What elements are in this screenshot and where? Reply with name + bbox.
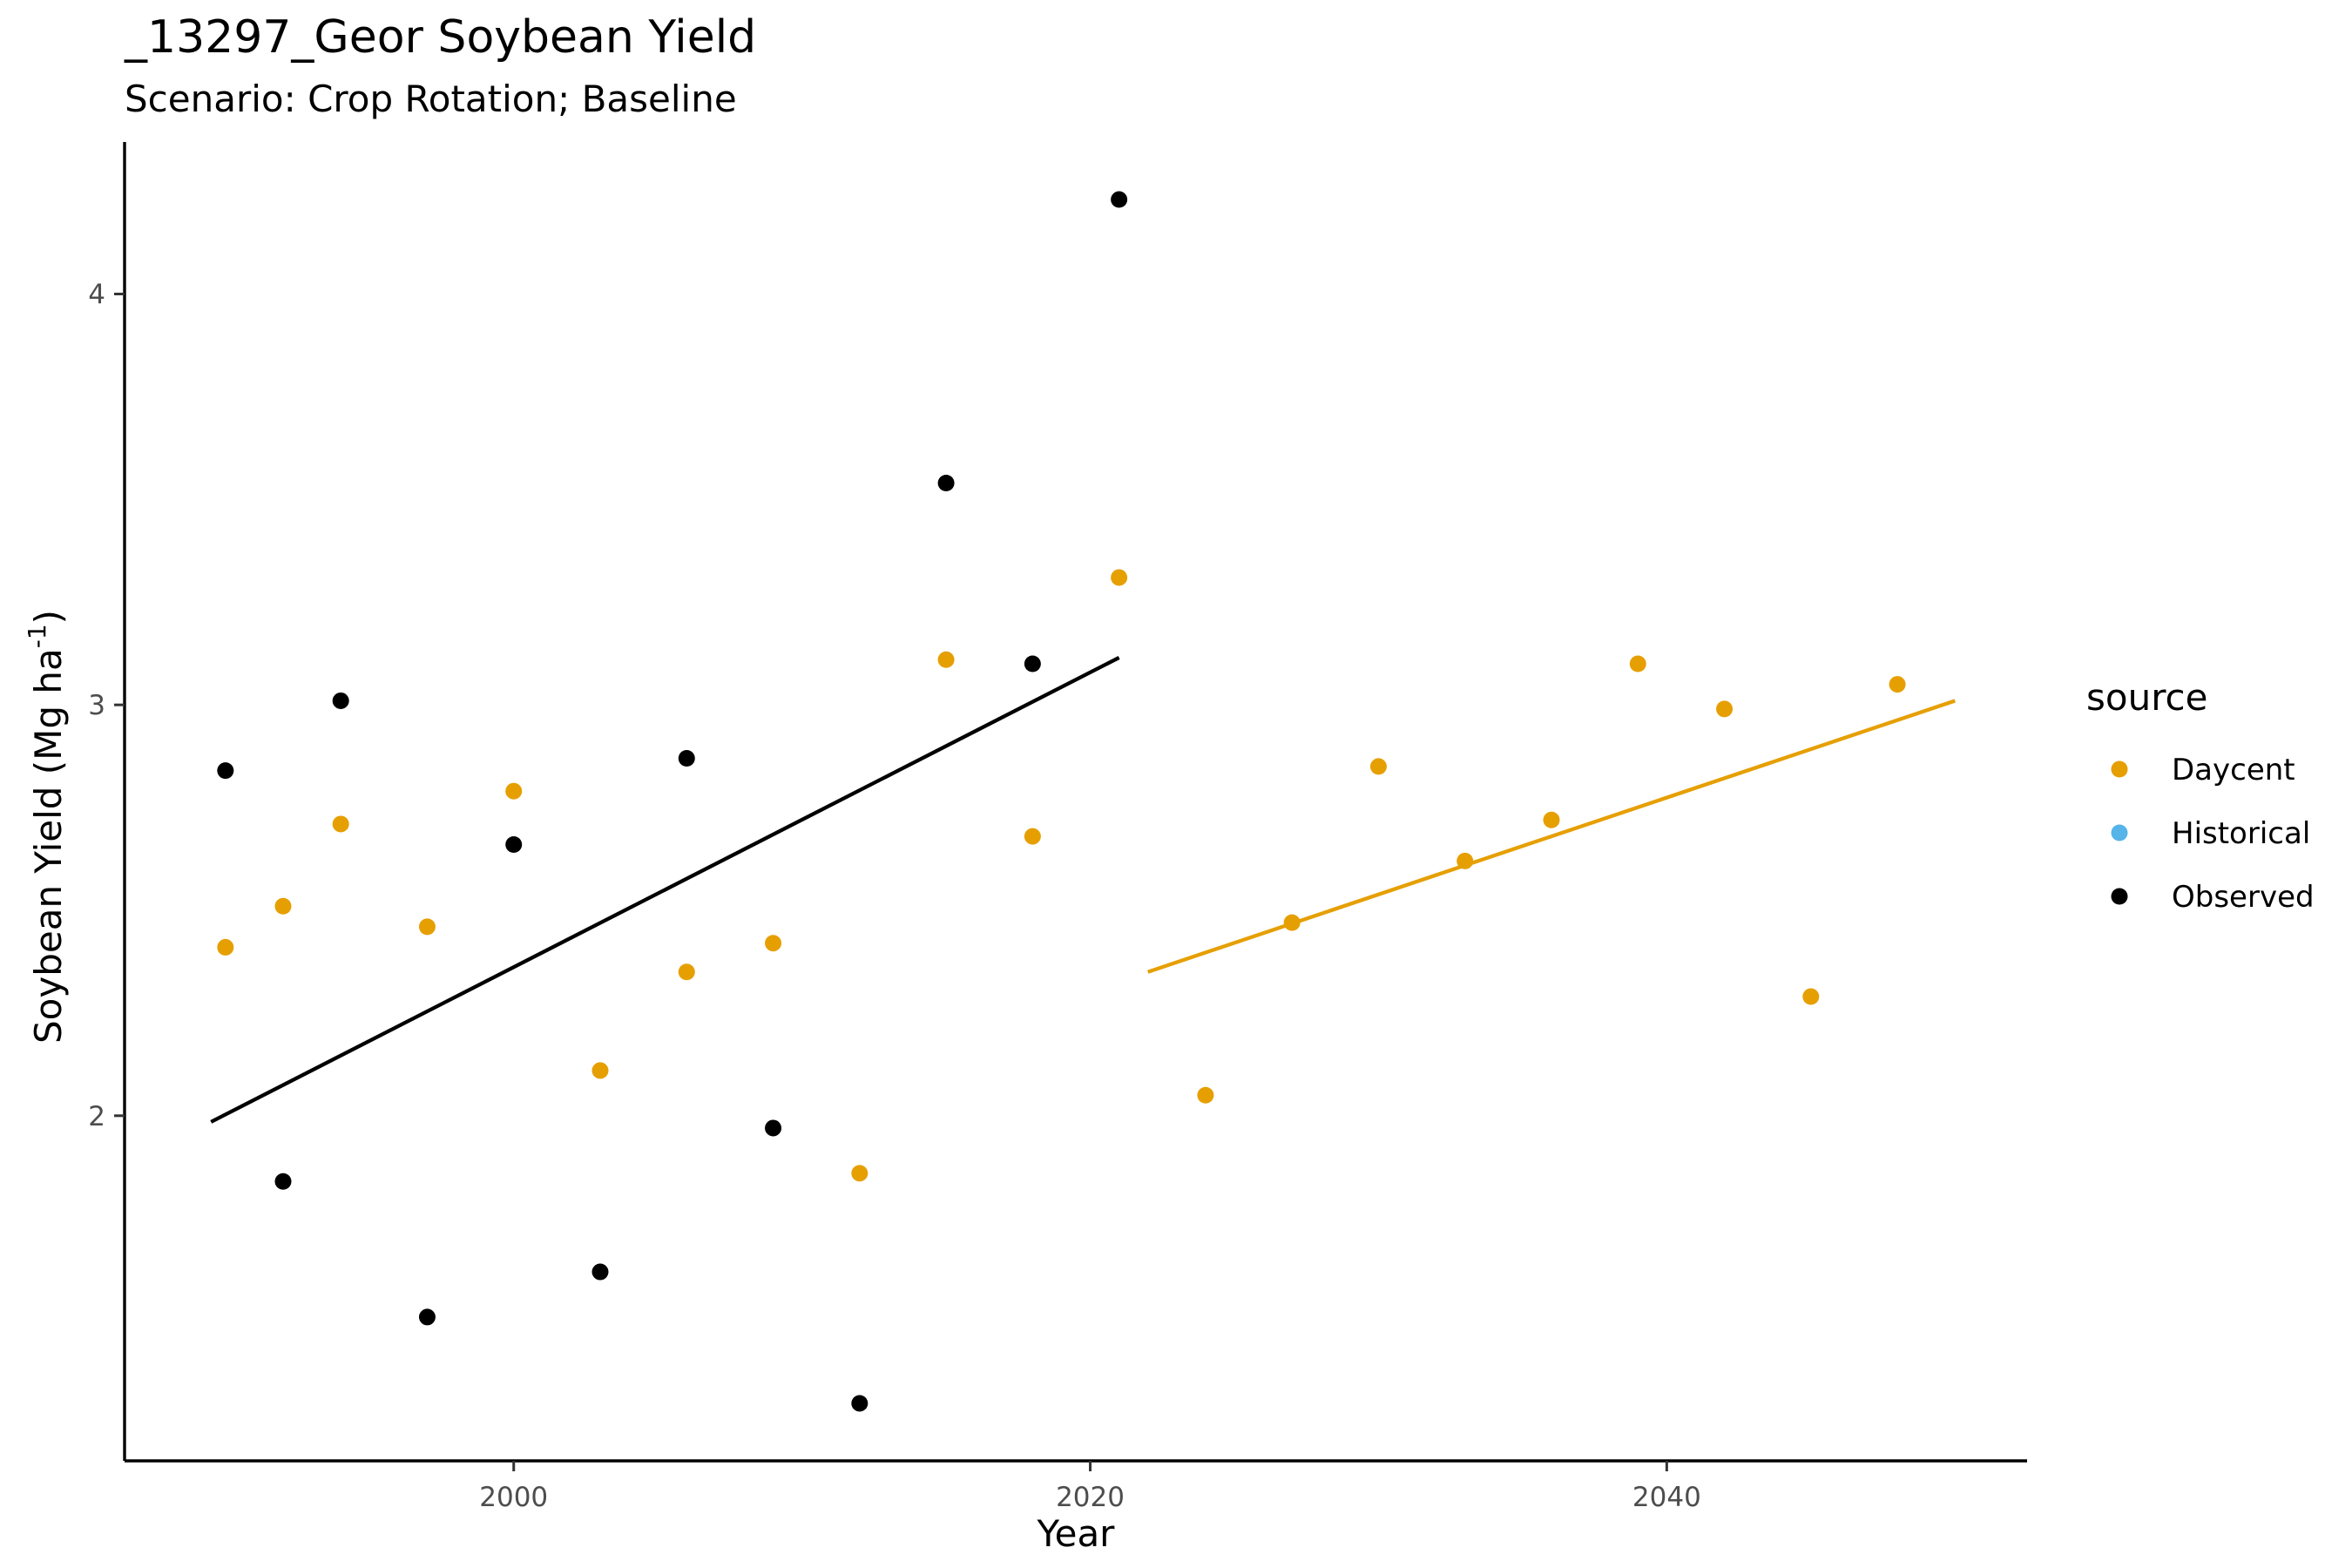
point-daycent-17: [1629, 655, 1646, 672]
point-observed-0: [217, 762, 234, 780]
point-daycent-10: [1024, 828, 1041, 845]
legend-entries: Daycent Historical Observed: [2111, 753, 2315, 915]
point-observed-9: [937, 474, 955, 491]
point-daycent-3: [418, 918, 436, 936]
point-daycent-5: [591, 1062, 609, 1079]
point-daycent-7: [765, 935, 782, 952]
trend-line-daycent: [1147, 699, 1956, 974]
y-axis-title-close: ): [27, 610, 70, 624]
legend-key-daycent: [2111, 760, 2128, 778]
legend-key-observed: [2111, 888, 2128, 905]
y-axis-title-sup: -1: [23, 624, 51, 648]
point-daycent-16: [1543, 811, 1560, 828]
y-axis-title-main: Soybean Yield (Mg ha: [27, 648, 70, 1044]
point-daycent-11: [1111, 569, 1128, 586]
point-daycent-0: [217, 938, 234, 956]
point-observed-8: [851, 1395, 868, 1412]
trend-lines: [210, 656, 1956, 1124]
data-points: [217, 191, 1906, 1412]
x-axis-title: Year: [1037, 1512, 1116, 1555]
point-daycent-12: [1197, 1086, 1214, 1104]
y-tick-label-2: 2: [88, 1101, 105, 1132]
point-observed-5: [591, 1263, 609, 1281]
point-observed-11: [1111, 191, 1128, 208]
point-observed-4: [505, 836, 523, 854]
legend-key-historical: [2111, 824, 2128, 841]
point-observed-6: [678, 749, 695, 767]
point-daycent-2: [332, 815, 349, 833]
y-axis-title: Soybean Yield (Mg ha-1): [23, 610, 70, 1044]
point-daycent-4: [505, 782, 523, 800]
point-daycent-6: [678, 963, 695, 981]
y-tick-label-4: 4: [88, 280, 105, 311]
y-tick-label-3: 3: [88, 690, 105, 721]
legend-label-daycent: Daycent: [2172, 753, 2295, 787]
point-daycent-20: [1889, 676, 1906, 693]
chart-title: _13297_Geor Soybean Yield: [124, 11, 756, 64]
point-observed-7: [765, 1119, 782, 1137]
point-daycent-8: [851, 1165, 868, 1182]
legend: source Daycent Historical Observed: [2086, 676, 2315, 915]
x-axis-ticks: 2000 2020 2040: [479, 1461, 1701, 1513]
legend-label-observed: Observed: [2172, 880, 2315, 915]
point-observed-1: [274, 1173, 292, 1190]
trend-line-observed: [210, 656, 1120, 1124]
point-daycent-19: [1802, 988, 1820, 1005]
x-tick-label-2040: 2040: [1632, 1482, 1701, 1513]
point-daycent-9: [937, 651, 955, 668]
plot-area: 2000 2020 2040 2 3 4: [88, 142, 2027, 1513]
chart-subtitle: Scenario: Crop Rotation; Baseline: [125, 78, 737, 120]
legend-title: source: [2086, 676, 2207, 719]
point-daycent-18: [1716, 700, 1734, 718]
point-daycent-13: [1283, 914, 1301, 931]
point-observed-3: [418, 1308, 436, 1326]
point-daycent-1: [274, 897, 292, 915]
point-daycent-14: [1369, 758, 1387, 775]
point-daycent-15: [1456, 852, 1474, 869]
legend-label-historical: Historical: [2172, 816, 2310, 851]
x-tick-label-2000: 2000: [479, 1482, 548, 1513]
y-axis-ticks: 2 3 4: [88, 280, 125, 1132]
point-observed-10: [1024, 655, 1041, 672]
x-tick-label-2020: 2020: [1056, 1482, 1125, 1513]
point-observed-2: [332, 692, 349, 709]
